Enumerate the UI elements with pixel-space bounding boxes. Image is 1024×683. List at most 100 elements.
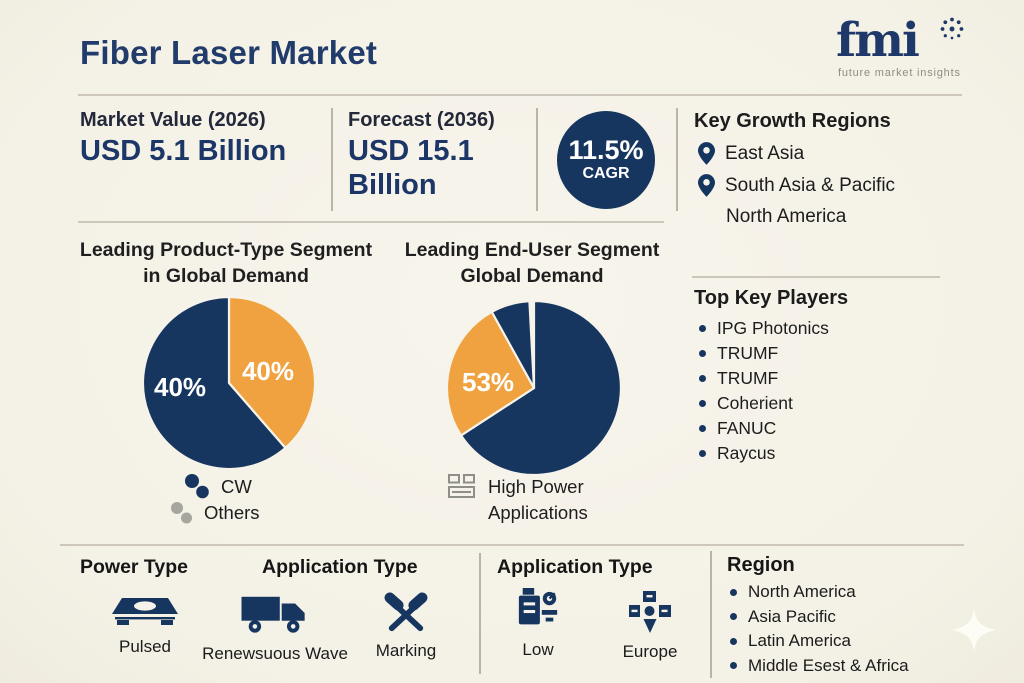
player-name: FANUC: [717, 418, 777, 438]
laser-bed-icon: [112, 598, 178, 625]
pie1-title-line1: Leading Product-Type Segment: [79, 239, 373, 261]
list-item: Coherient: [699, 391, 829, 416]
region-title: Region: [727, 554, 795, 576]
segment-label: Pulsed: [119, 637, 171, 656]
pie-slice-orange: [445, 310, 536, 437]
double-dot-icon: [185, 474, 209, 499]
legend-label: High Power Applications: [488, 474, 588, 525]
player-name: Raycus: [717, 443, 776, 463]
pie2-title-line2: Global Demand: [460, 265, 604, 288]
cagr-value: 11.5%: [568, 134, 644, 165]
pie-slice-label: 53%: [462, 367, 514, 397]
region-name: Latin America: [748, 631, 851, 651]
bullet-icon: [730, 588, 737, 596]
application-type-title: Application Type: [497, 556, 653, 578]
double-dot-icon: [171, 502, 192, 524]
map-pin-icon: [698, 142, 715, 165]
bullet-icon: [699, 325, 706, 332]
key-growth-regions-title: Key Growth Regions: [694, 110, 891, 132]
segment-item-marking: Marking: [376, 591, 436, 661]
fmi-logo-text: fmi: [836, 13, 920, 68]
pie1-title-line2: in Global Demand: [143, 265, 309, 288]
pie-chart-product-type: 40% 40%: [141, 295, 316, 471]
pie-slice-label: 40%: [242, 356, 294, 386]
pie2-title: Leading End-User Segment Global Demand: [388, 237, 676, 290]
cagr-badge: 11.5% CAGR: [557, 111, 655, 209]
player-name: Coherient: [717, 393, 793, 413]
region-list: North America Asia Pacific Latin America…: [730, 580, 909, 678]
list-item: Middle Esest & Africa: [730, 654, 909, 679]
region-name: Asia Pacific: [748, 606, 836, 626]
region-name: North America: [748, 582, 856, 602]
segment-label: Europe: [622, 642, 678, 661]
top-key-players-title: Top Key Players: [694, 287, 849, 309]
segment-item-pulsed: Pulsed: [112, 596, 178, 657]
bullet-icon: [730, 662, 737, 670]
pie1-title: Leading Product-Type Segment in Global D…: [75, 237, 377, 290]
segment-item-wave: Renewsuous Wave: [202, 592, 348, 664]
segment-item-europe: Europe: [623, 590, 677, 662]
list-item: East Asia: [698, 142, 804, 165]
list-item: North America: [730, 580, 909, 605]
stats-divider: [676, 108, 678, 211]
region-label: North America: [726, 206, 847, 227]
bullet-icon: [730, 613, 737, 621]
bullet-icon: [730, 637, 737, 645]
bullet-icon: [699, 375, 706, 382]
region-label: South Asia & Pacific: [725, 174, 896, 196]
gauge-device-icon: [518, 588, 558, 625]
list-item: TRUMF: [699, 341, 829, 366]
grid-boxes-icon: [448, 474, 475, 498]
top-key-players-list: IPG Photonics TRUMF TRUMF Coherient FANU…: [699, 316, 829, 466]
list-item: Asia Pacific: [730, 605, 909, 630]
bullet-icon: [699, 350, 706, 357]
legend-label: CW: [221, 475, 252, 497]
forecast-label: Forecast (2036): [348, 109, 495, 131]
legend-item-high-power: High Power Applications: [448, 474, 588, 525]
bullet-icon: [699, 450, 706, 457]
segment-label: Renewsuous Wave: [202, 644, 348, 663]
pie-chart-end-user: 53%: [445, 299, 623, 477]
list-item: FANUC: [699, 416, 829, 441]
legend-item-cw: CW: [184, 473, 252, 500]
list-item: South Asia & Pacific: [698, 174, 895, 197]
crossed-tools-icon: [384, 592, 428, 632]
page-title: Fiber Laser Market: [80, 34, 378, 71]
list-item: North America: [726, 206, 846, 228]
cagr-label: CAGR: [582, 164, 630, 182]
power-type-title: Power Type: [80, 556, 189, 578]
fmi-logo-tagline: future market insights: [838, 67, 961, 79]
player-name: TRUMF: [717, 343, 779, 363]
application-type-title: Application Type: [262, 556, 418, 578]
sparkle-dots-icon: [940, 17, 964, 40]
market-value-block: Market Value (2026) USD 5.1 Billion: [80, 109, 320, 169]
players-divider: [692, 276, 940, 278]
forecast-block: Forecast (2036) USD 15.1 Billion: [348, 109, 520, 203]
market-value-amount: USD 5.1 Billion: [80, 135, 287, 167]
segment-label: Low: [522, 640, 554, 659]
cross-blocks-icon: [629, 591, 671, 633]
pie2-title-line1: Leading End-User Segment: [404, 239, 660, 261]
bottom-section-divider: [710, 551, 712, 678]
truck-icon: [241, 596, 305, 633]
fmi-logo: fmi future market insights: [836, 13, 976, 86]
map-pin-icon: [698, 174, 715, 197]
pie-slice-label: 40%: [154, 372, 206, 402]
player-name: IPG Photonics: [717, 318, 829, 338]
pie-slice-navy: [141, 295, 287, 471]
market-value-label: Market Value (2026): [80, 109, 266, 131]
player-name: TRUMF: [717, 368, 779, 388]
bullet-icon: [699, 425, 706, 432]
legend-label-line1: High Power: [488, 476, 584, 497]
list-item: TRUMF: [699, 366, 829, 391]
bottom-section-divider: [479, 553, 481, 674]
forecast-amount: USD 15.1 Billion: [348, 135, 474, 201]
stats-bottom-divider: [78, 221, 664, 223]
header-divider: [78, 94, 962, 96]
stats-divider: [536, 108, 538, 211]
legend-label-line2: Applications: [488, 501, 588, 523]
legend-label: Others: [204, 502, 260, 523]
bottom-divider: [60, 544, 964, 546]
list-item: Raycus: [699, 441, 829, 466]
pie-slice-navy-sliver: [490, 300, 536, 390]
